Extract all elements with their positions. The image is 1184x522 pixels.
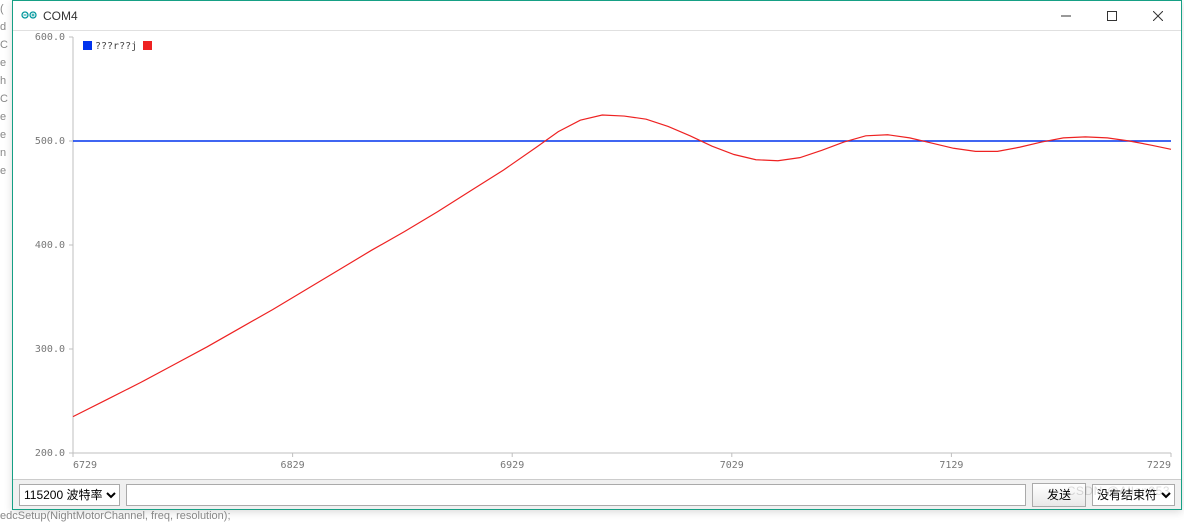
plot-svg: 200.0 300.0 400.0 500.0 600.0 6729 6829 6929 702… <box>13 31 1181 479</box>
serial-input[interactable] <box>126 484 1026 506</box>
svg-text:6929: 6929 <box>500 460 524 471</box>
svg-text:6829: 6829 <box>281 460 305 471</box>
svg-text:300.0: 300.0 <box>35 344 65 355</box>
maximize-button[interactable] <box>1089 1 1135 30</box>
plot-area: 200.0 300.0 400.0 500.0 600.0 6729 6829 6929 702… <box>13 31 1181 479</box>
baud-rate-select[interactable]: 115200 波特率 <box>19 484 120 506</box>
svg-text:400.0: 400.0 <box>35 240 65 251</box>
svg-text:500.0: 500.0 <box>35 136 65 147</box>
background-code-clutter-bottom: edcSetup(NightMotorChannel, freq, resolu… <box>0 510 1184 522</box>
minimize-button[interactable] <box>1043 1 1089 30</box>
bottom-toolbar: 115200 波特率 发送 没有结束符 <box>13 479 1181 509</box>
background-code-clutter-left: (dCehCeene <box>0 0 12 522</box>
svg-text:200.0: 200.0 <box>35 448 65 459</box>
window-title: COM4 <box>43 9 1043 23</box>
serial-plotter-window: COM4 200.0 300.0 400.0 500.0 600.0 6729 6829 69… <box>12 0 1182 510</box>
svg-text:600.0: 600.0 <box>35 32 65 43</box>
arduino-icon <box>21 8 37 24</box>
svg-text:7129: 7129 <box>939 460 963 471</box>
close-button[interactable] <box>1135 1 1181 30</box>
svg-text:7029: 7029 <box>720 460 744 471</box>
svg-text:6729: 6729 <box>73 460 97 471</box>
watermark: CSDN @Allen953 <box>1067 484 1170 498</box>
svg-text:???r??j: ???r??j <box>95 41 137 52</box>
titlebar: COM4 <box>13 1 1181 31</box>
svg-text:7229: 7229 <box>1147 460 1171 471</box>
